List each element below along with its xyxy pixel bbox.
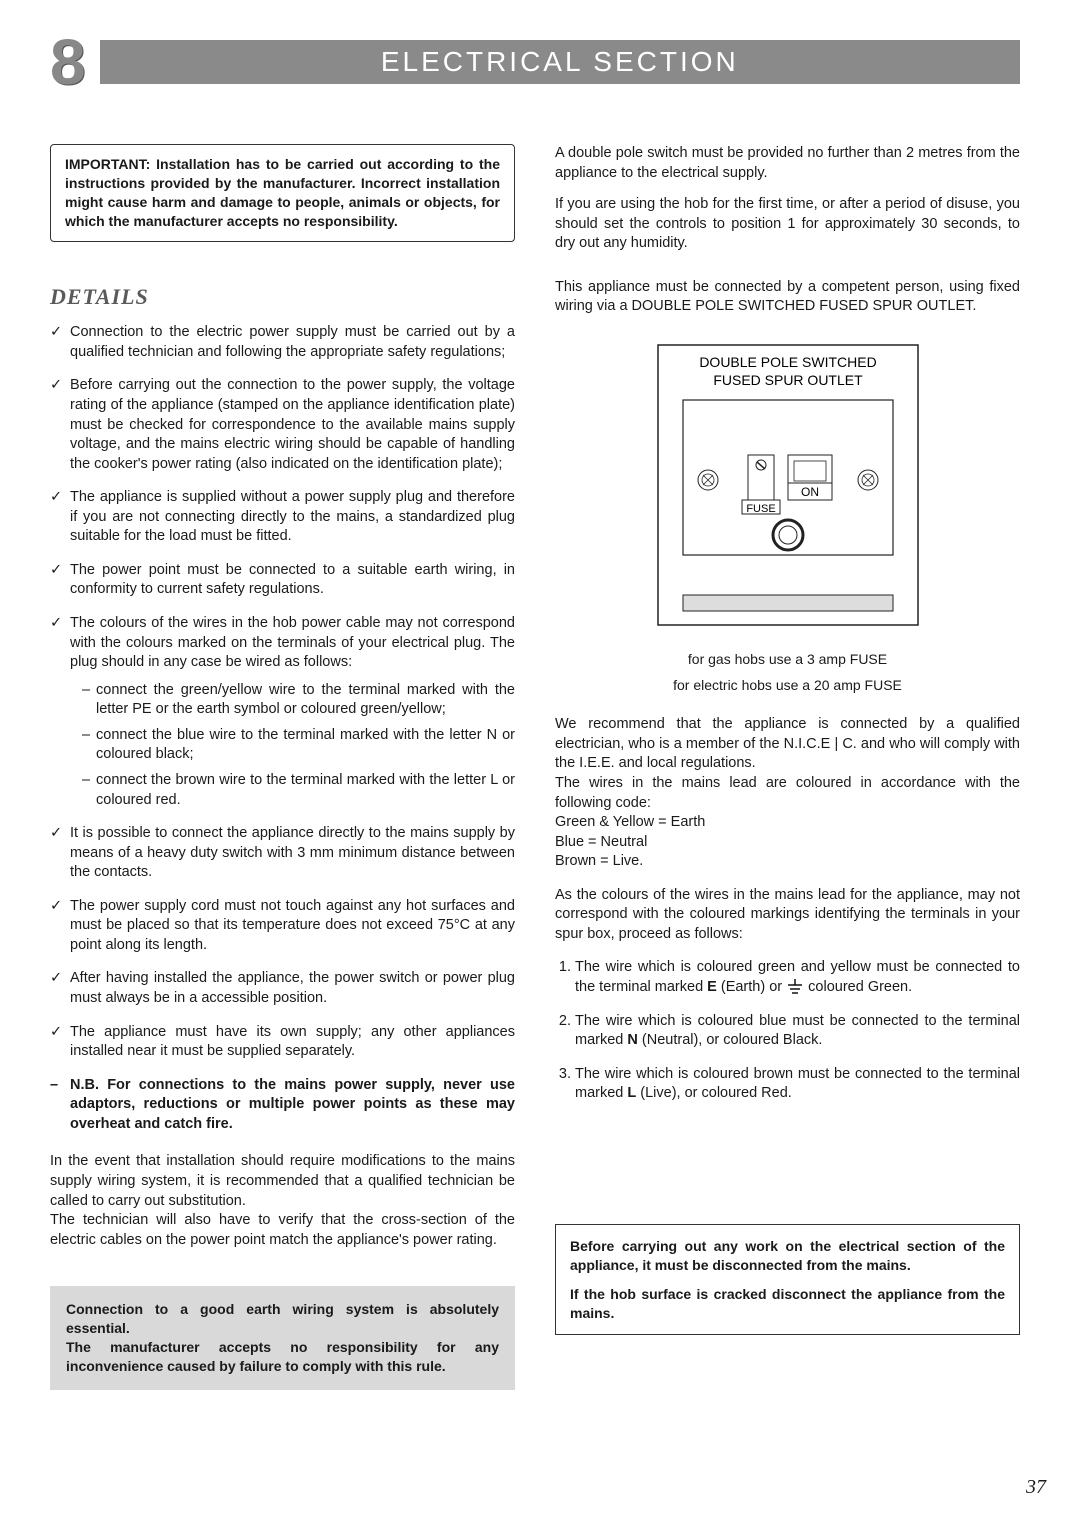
right-warning-box: Before carrying out any work on the elec… <box>555 1224 1020 1336</box>
detail-item: The appliance must have its own supply; … <box>50 1023 515 1062</box>
diagram-title-line2: FUSED SPUR OUTLET <box>713 372 863 388</box>
wire-subitem: connect the brown wire to the terminal m… <box>82 771 515 810</box>
outlet-svg: DOUBLE POLE SWITCHED FUSED SPUR OUTLET F… <box>638 335 938 635</box>
detail-item: It is possible to connect the appliance … <box>50 824 515 883</box>
details-list: Connection to the electric power supply … <box>50 323 515 1061</box>
detail-item: Connection to the electric power supply … <box>50 323 515 362</box>
on-label: ON <box>801 485 819 499</box>
warn-text: If the hob surface is cracked disconnect… <box>570 1285 1005 1323</box>
two-column-layout: IMPORTANT: Installation has to be carrie… <box>50 144 1020 1390</box>
proc-text: (Earth) or <box>717 979 786 995</box>
after-paragraph: In the event that installation should re… <box>50 1152 515 1211</box>
procedure-list: The wire which is coloured green and yel… <box>555 958 1020 1103</box>
chapter-number: 8 <box>50 30 86 94</box>
procedure-item: The wire which is coloured brown must be… <box>575 1065 1020 1104</box>
details-heading: DETAILS <box>50 282 515 312</box>
right-paragraph: The wires in the mains lead are coloured… <box>555 774 1020 813</box>
procedure-item: The wire which is coloured blue must be … <box>575 1012 1020 1051</box>
wire-subitem: connect the blue wire to the terminal ma… <box>82 726 515 765</box>
right-column: A double pole switch must be provided no… <box>555 144 1020 1390</box>
earth-warning-box: Connection to a good earth wiring system… <box>50 1286 515 1390</box>
detail-item: After having installed the appliance, th… <box>50 969 515 1008</box>
proc-text: (Live), or coloured Red. <box>636 1085 792 1101</box>
procedure-item: The wire which is coloured green and yel… <box>575 958 1020 997</box>
detail-item: The appliance is supplied without a powe… <box>50 488 515 547</box>
wire-code: Blue = Neutral <box>555 833 1020 853</box>
warn-text: Before carrying out any work on the elec… <box>570 1237 1005 1275</box>
page-number: 37 <box>1026 1476 1046 1499</box>
detail-item: Before carrying out the connection to th… <box>50 376 515 474</box>
after-paragraph: The technician will also have to verify … <box>50 1211 515 1250</box>
right-paragraph: As the colours of the wires in the mains… <box>555 886 1020 945</box>
right-paragraph: If you are using the hob for the first t… <box>555 195 1020 254</box>
wire-code: Brown = Live. <box>555 852 1020 872</box>
fuse-caption-electric: for electric hobs use a 20 amp FUSE <box>555 676 1020 695</box>
fuse-label: FUSE <box>746 503 775 515</box>
nb-warning: N.B. For connections to the mains power … <box>50 1076 515 1135</box>
detail-text: The colours of the wires in the hob powe… <box>70 615 515 670</box>
detail-item: The colours of the wires in the hob powe… <box>50 614 515 810</box>
wire-subitem: connect the green/yellow wire to the ter… <box>82 681 515 720</box>
page-header: 8 ELECTRICAL SECTION <box>50 30 1020 94</box>
detail-item: The power point must be connected to a s… <box>50 561 515 600</box>
earth-icon <box>786 979 804 995</box>
wire-sublist: connect the green/yellow wire to the ter… <box>70 681 515 810</box>
proc-text: (Neutral), or coloured Black. <box>638 1032 823 1048</box>
diagram-title-line1: DOUBLE POLE SWITCHED <box>699 354 876 370</box>
proc-text: coloured Green. <box>808 979 912 995</box>
fuse-caption-gas: for gas hobs use a 3 amp FUSE <box>555 650 1020 669</box>
detail-item: The power supply cord must not touch aga… <box>50 897 515 956</box>
right-paragraph: A double pole switch must be provided no… <box>555 144 1020 183</box>
right-paragraph: This appliance must be connected by a co… <box>555 278 1020 317</box>
spur-outlet-diagram: DOUBLE POLE SWITCHED FUSED SPUR OUTLET F… <box>555 335 1020 695</box>
important-box: IMPORTANT: Installation has to be carrie… <box>50 144 515 242</box>
right-paragraph: We recommend that the appliance is conne… <box>555 715 1020 774</box>
section-title-bar: ELECTRICAL SECTION <box>100 40 1020 84</box>
left-column: IMPORTANT: Installation has to be carrie… <box>50 144 515 1390</box>
wire-code: Green & Yellow = Earth <box>555 813 1020 833</box>
